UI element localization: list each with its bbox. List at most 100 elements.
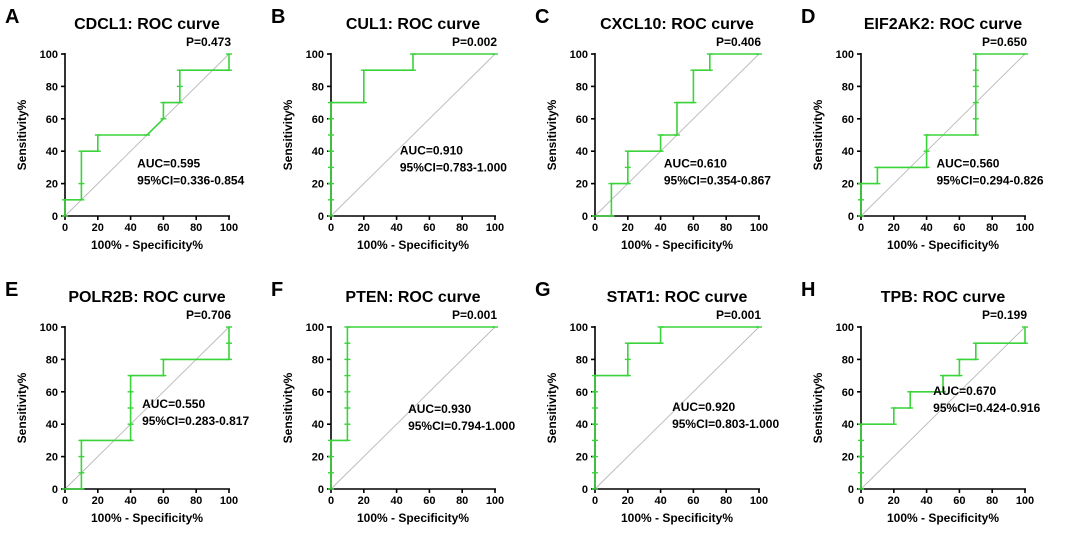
y-tick-label: 60 xyxy=(312,387,324,399)
y-tick-label: 100 xyxy=(570,322,588,334)
x-axis-label: 100% - Specificity% xyxy=(621,238,733,252)
x-tick-label: 80 xyxy=(720,495,732,507)
x-tick-label: 20 xyxy=(622,222,634,234)
reference-diagonal xyxy=(330,53,496,217)
x-tick-label: 60 xyxy=(423,222,435,234)
ci-label: 95%CI=0.803-1.000 xyxy=(672,417,779,431)
y-tick-label: 0 xyxy=(52,484,58,496)
y-tick-label: 0 xyxy=(52,211,58,223)
x-axis-label: 100% - Specificity% xyxy=(91,511,203,525)
y-tick-label: 40 xyxy=(46,419,58,431)
x-tick-label: 60 xyxy=(687,222,699,234)
y-tick-label: 80 xyxy=(842,81,854,93)
x-tick-label: 60 xyxy=(157,222,169,234)
chart-title: POLR2B: ROC curve xyxy=(68,289,225,306)
y-tick-label: 20 xyxy=(312,179,324,191)
x-tick-label: 20 xyxy=(92,495,104,507)
auc-label: AUC=0.910 xyxy=(400,143,463,157)
x-tick-label: 40 xyxy=(124,222,136,234)
y-axis-label: Sensitivity% xyxy=(281,372,295,443)
reference-diagonal xyxy=(64,326,230,490)
x-tick-label: 100 xyxy=(1016,222,1034,234)
x-tick-label: 0 xyxy=(328,222,334,234)
y-tick-label: 100 xyxy=(306,322,324,334)
x-tick-label: 40 xyxy=(390,222,402,234)
y-tick-label: 60 xyxy=(576,114,588,126)
x-tick-label: 60 xyxy=(687,495,699,507)
y-tick-label: 20 xyxy=(576,452,588,464)
p-value-label: P=0.001 xyxy=(452,308,497,322)
y-tick-label: 20 xyxy=(46,452,58,464)
y-tick-label: 60 xyxy=(842,114,854,126)
p-value-label: P=0.706 xyxy=(186,308,231,322)
x-tick-label: 0 xyxy=(62,222,68,234)
ci-label: 95%CI=0.283-0.817 xyxy=(142,414,249,428)
x-tick-label: 40 xyxy=(390,495,402,507)
y-tick-label: 0 xyxy=(318,211,324,223)
ci-label: 95%CI=0.354-0.867 xyxy=(664,173,771,187)
roc-panel-c: C CXCL10: ROC curve 00 20 20 40 40 60 60 80 80 100 1… xyxy=(535,6,771,252)
auc-label: AUC=0.930 xyxy=(408,402,471,416)
x-tick-label: 0 xyxy=(592,495,598,507)
x-tick-label: 0 xyxy=(328,495,334,507)
y-tick-label: 100 xyxy=(570,49,588,61)
y-tick-label: 80 xyxy=(312,81,324,93)
reference-diagonal xyxy=(594,326,760,490)
reference-diagonal xyxy=(860,326,1026,490)
p-value-label: P=0.406 xyxy=(716,35,761,49)
x-tick-label: 80 xyxy=(190,222,202,234)
y-axis-label: Sensitivity% xyxy=(811,99,825,170)
ci-label: 95%CI=0.783-1.000 xyxy=(400,160,507,174)
y-axis-label: Sensitivity% xyxy=(811,372,825,443)
x-tick-label: 0 xyxy=(858,495,864,507)
x-tick-label: 60 xyxy=(953,222,965,234)
y-tick-label: 40 xyxy=(312,419,324,431)
panel-letter: A xyxy=(5,6,19,28)
ci-label: 95%CI=0.794-1.000 xyxy=(408,419,515,433)
x-tick-label: 100 xyxy=(750,495,768,507)
auc-label: AUC=0.595 xyxy=(137,156,200,170)
x-tick-label: 20 xyxy=(888,495,900,507)
roc-curve xyxy=(594,326,759,489)
reference-diagonal xyxy=(330,326,496,490)
x-tick-label: 40 xyxy=(920,495,932,507)
y-tick-label: 20 xyxy=(576,179,588,191)
p-value-label: P=0.002 xyxy=(452,35,497,49)
x-tick-label: 20 xyxy=(92,222,104,234)
y-tick-label: 40 xyxy=(576,146,588,158)
y-tick-label: 60 xyxy=(46,114,58,126)
roc-panel-b: B CUL1: ROC curve 00 20 20 40 40 60 60 80 80 100 100… xyxy=(271,6,507,252)
x-tick-label: 80 xyxy=(456,222,468,234)
y-axis-label: Sensitivity% xyxy=(15,99,29,170)
x-tick-label: 20 xyxy=(888,222,900,234)
auc-label: AUC=0.920 xyxy=(672,400,735,414)
panel-letter: F xyxy=(271,279,283,301)
y-tick-label: 0 xyxy=(582,484,588,496)
panel-letter: G xyxy=(535,279,551,301)
p-value-label: P=0.001 xyxy=(716,308,761,322)
auc-label: AUC=0.610 xyxy=(664,156,727,170)
auc-label: AUC=0.550 xyxy=(142,397,205,411)
x-tick-label: 20 xyxy=(358,222,370,234)
y-axis-label: Sensitivity% xyxy=(545,372,559,443)
y-tick-label: 100 xyxy=(40,49,58,61)
panel-letter: H xyxy=(801,279,815,301)
ci-label: 95%CI=0.294-0.826 xyxy=(936,173,1043,187)
y-tick-label: 60 xyxy=(46,387,58,399)
chart-title: STAT1: ROC curve xyxy=(607,289,748,306)
x-tick-label: 40 xyxy=(654,222,666,234)
y-tick-label: 20 xyxy=(312,452,324,464)
y-tick-label: 0 xyxy=(582,211,588,223)
chart-title: PTEN: ROC curve xyxy=(345,289,480,306)
y-tick-label: 100 xyxy=(306,49,324,61)
chart-title: CUL1: ROC curve xyxy=(346,16,480,33)
x-tick-label: 20 xyxy=(358,495,370,507)
y-tick-label: 60 xyxy=(842,387,854,399)
x-tick-label: 0 xyxy=(62,495,68,507)
x-tick-label: 80 xyxy=(986,222,998,234)
x-tick-label: 100 xyxy=(1016,495,1034,507)
x-tick-label: 100 xyxy=(486,495,504,507)
x-tick-label: 60 xyxy=(423,495,435,507)
roc-panel-e: E POLR2B: ROC curve 00 20 20 40 40 60 60 80 80 100 1… xyxy=(5,279,249,525)
